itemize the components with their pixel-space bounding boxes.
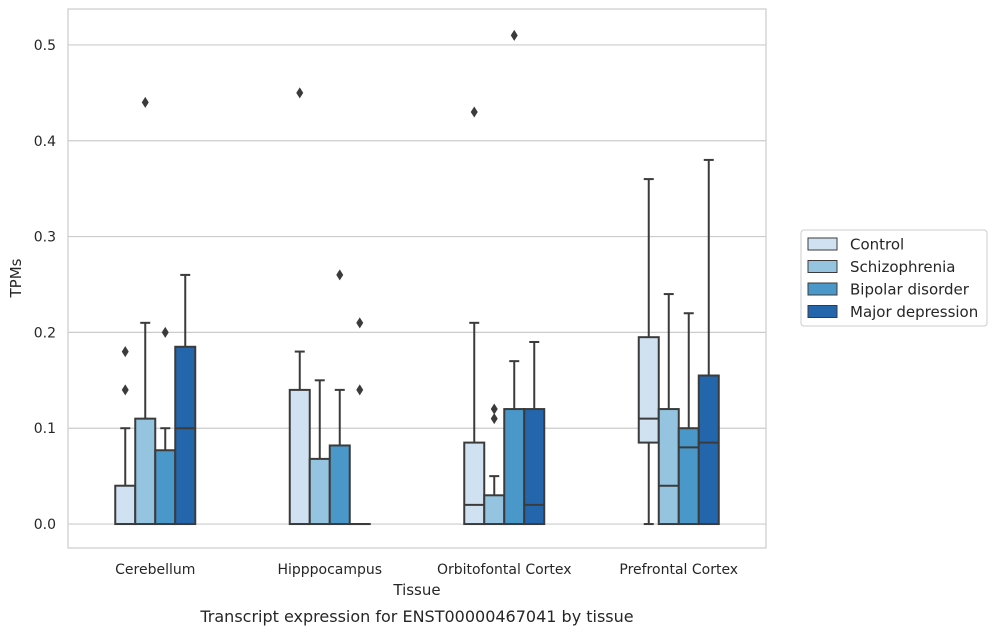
outlier-point bbox=[490, 403, 498, 415]
box-body bbox=[697, 374, 720, 526]
box-body bbox=[637, 336, 660, 444]
legend-swatch bbox=[807, 260, 838, 273]
box-plot bbox=[114, 346, 137, 526]
legend-label: Schizophrenia bbox=[850, 258, 955, 276]
box-plot bbox=[134, 96, 157, 526]
figure-caption: Transcript expression for ENST0000046704… bbox=[199, 607, 633, 626]
outlier-point bbox=[510, 29, 518, 41]
box-body bbox=[174, 345, 197, 526]
box-plot bbox=[697, 158, 720, 526]
outlier-point bbox=[121, 384, 129, 396]
outlier-point bbox=[296, 87, 304, 99]
box-plot bbox=[308, 379, 331, 526]
box-plot bbox=[154, 326, 177, 526]
y-tick-labels: 0.0 0.1 0.2 0.3 0.4 0.5 bbox=[34, 38, 56, 533]
legend-swatch bbox=[807, 282, 838, 296]
y-tick-label: 0.2 bbox=[34, 325, 56, 341]
x-tick-label: Prefrontal Cortex bbox=[619, 562, 738, 578]
box-plot bbox=[483, 403, 506, 526]
box-body bbox=[657, 408, 680, 526]
box-plot bbox=[503, 29, 526, 526]
y-tick-label: 0.0 bbox=[34, 517, 56, 533]
outlier-point bbox=[470, 106, 478, 118]
box-body bbox=[328, 444, 351, 526]
y-tick-label: 0.5 bbox=[34, 38, 56, 54]
box-plot bbox=[328, 269, 351, 526]
legend-label: Control bbox=[850, 236, 904, 254]
legend: Control Schizophrenia Bipolar disorder Majo… bbox=[800, 229, 988, 327]
outlier-point bbox=[161, 326, 169, 338]
outlier-point bbox=[336, 269, 344, 281]
outlier-point bbox=[490, 413, 498, 425]
x-tick-label: Orbitofontal Cortex bbox=[437, 562, 572, 578]
box-body bbox=[114, 484, 137, 526]
box-plot bbox=[174, 273, 197, 526]
x-tick-label: Hipppocampus bbox=[277, 562, 382, 578]
box-body bbox=[483, 494, 506, 526]
box-body bbox=[134, 417, 157, 526]
box-body bbox=[677, 427, 700, 526]
legend-swatch bbox=[807, 237, 838, 251]
x-tick-label: Cerebellum bbox=[115, 562, 195, 578]
box-plot bbox=[637, 178, 660, 526]
box-body bbox=[523, 408, 546, 526]
y-tick-label: 0.4 bbox=[34, 134, 56, 150]
box-plot bbox=[348, 317, 371, 526]
y-tick-label: 0.1 bbox=[34, 421, 56, 437]
box-plot bbox=[463, 106, 486, 526]
legend-label: Bipolar disorder bbox=[850, 281, 970, 299]
legend-label: Major depression bbox=[850, 303, 978, 321]
boxes bbox=[114, 29, 720, 526]
box-plot bbox=[523, 340, 546, 526]
outlier-point bbox=[356, 317, 364, 329]
y-axis-title: TPMs bbox=[7, 258, 25, 298]
x-axis-title: Tissue bbox=[392, 581, 440, 599]
box-body bbox=[463, 441, 486, 526]
box-body bbox=[308, 457, 331, 526]
box-plot bbox=[288, 87, 311, 526]
outlier-point bbox=[356, 384, 364, 396]
outlier-point bbox=[121, 346, 129, 358]
outlier-point bbox=[141, 96, 149, 108]
box-body bbox=[288, 388, 311, 526]
x-tick-labels: Cerebellum Hipppocampus Orbitofontal Corte… bbox=[115, 562, 738, 578]
legend-frame bbox=[800, 229, 988, 327]
box-body bbox=[154, 449, 177, 526]
y-tick-label: 0.3 bbox=[34, 230, 56, 246]
box-body bbox=[503, 408, 526, 526]
legend-swatch bbox=[807, 305, 838, 318]
